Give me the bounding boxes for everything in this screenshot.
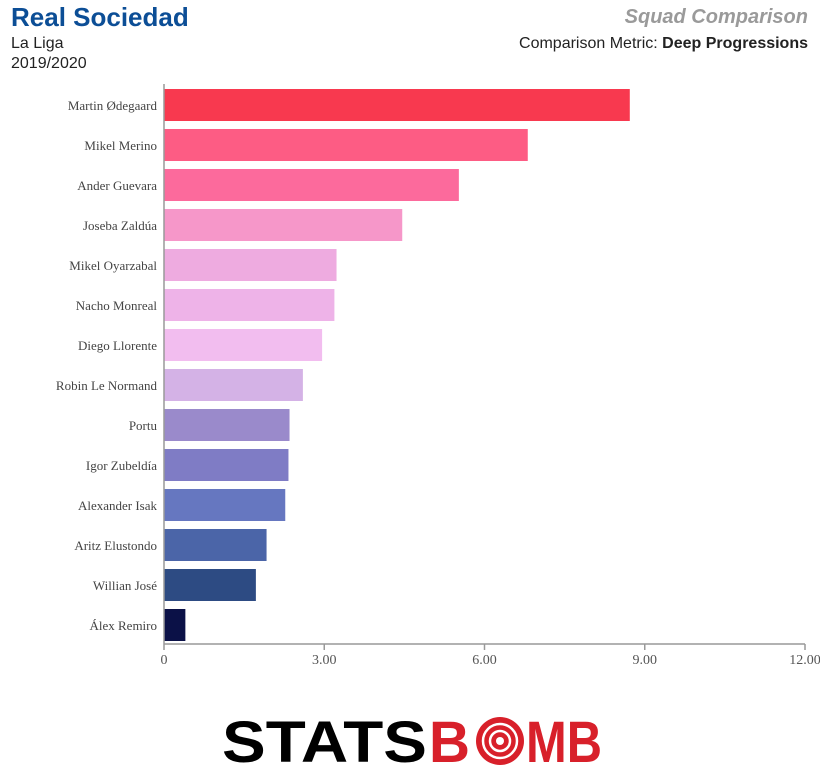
x-tick-label: 3.00: [312, 653, 337, 668]
metric-prefix: Comparison Metric:: [519, 35, 663, 52]
bar: [164, 409, 290, 441]
player-label: Diego Llorente: [78, 338, 157, 353]
bar: [164, 609, 186, 641]
bar: [164, 169, 459, 201]
team-title: Real Sociedad: [11, 2, 189, 32]
logo-mb-text: MB: [526, 712, 602, 768]
metric-name: Deep Progressions: [662, 35, 808, 52]
player-label: Álex Remiro: [89, 618, 157, 633]
bar: [164, 329, 323, 361]
bar: [164, 89, 630, 121]
bar: [164, 489, 286, 521]
bar: [164, 529, 267, 561]
league-name: La Liga: [11, 35, 64, 52]
bar: [164, 289, 335, 321]
x-tick-label: 9.00: [633, 653, 658, 668]
player-label: Willian José: [93, 578, 157, 593]
logo-b-text: B: [429, 712, 470, 768]
logo-target-icon: [476, 717, 524, 765]
player-label: Aritz Elustondo: [74, 538, 157, 553]
player-label: Ander Guevara: [77, 178, 157, 193]
bar: [164, 449, 289, 481]
statsbomb-logo: STATS B MB: [222, 712, 602, 768]
squad-bar-chart: Martin Ødegaard Mikel Merino Ander Guevara…: [56, 84, 820, 668]
player-label: Igor Zubeldía: [86, 458, 157, 473]
bar: [164, 209, 403, 241]
player-label: Martin Ødegaard: [68, 98, 158, 113]
bar: [164, 249, 337, 281]
season: 2019/2020: [11, 55, 87, 72]
bar: [164, 569, 256, 601]
logo-stats-text: STATS: [222, 712, 427, 768]
player-label: Mikel Merino: [84, 138, 157, 153]
bar: [164, 369, 303, 401]
x-tick-label: 0: [161, 653, 168, 668]
chart-type-title: Squad Comparison: [624, 6, 808, 28]
bar: [164, 129, 528, 161]
player-label: Mikel Oyarzabal: [69, 258, 157, 273]
player-label: Joseba Zaldúa: [83, 218, 157, 233]
player-label: Robin Le Normand: [56, 378, 158, 393]
player-label: Portu: [129, 418, 158, 433]
x-tick-label: 6.00: [472, 653, 497, 668]
metric-line: Comparison Metric: Deep Progressions: [519, 35, 808, 53]
x-tick-label: 12.00: [789, 653, 820, 668]
player-label: Nacho Monreal: [76, 298, 158, 313]
player-label: Alexander Isak: [78, 498, 158, 513]
